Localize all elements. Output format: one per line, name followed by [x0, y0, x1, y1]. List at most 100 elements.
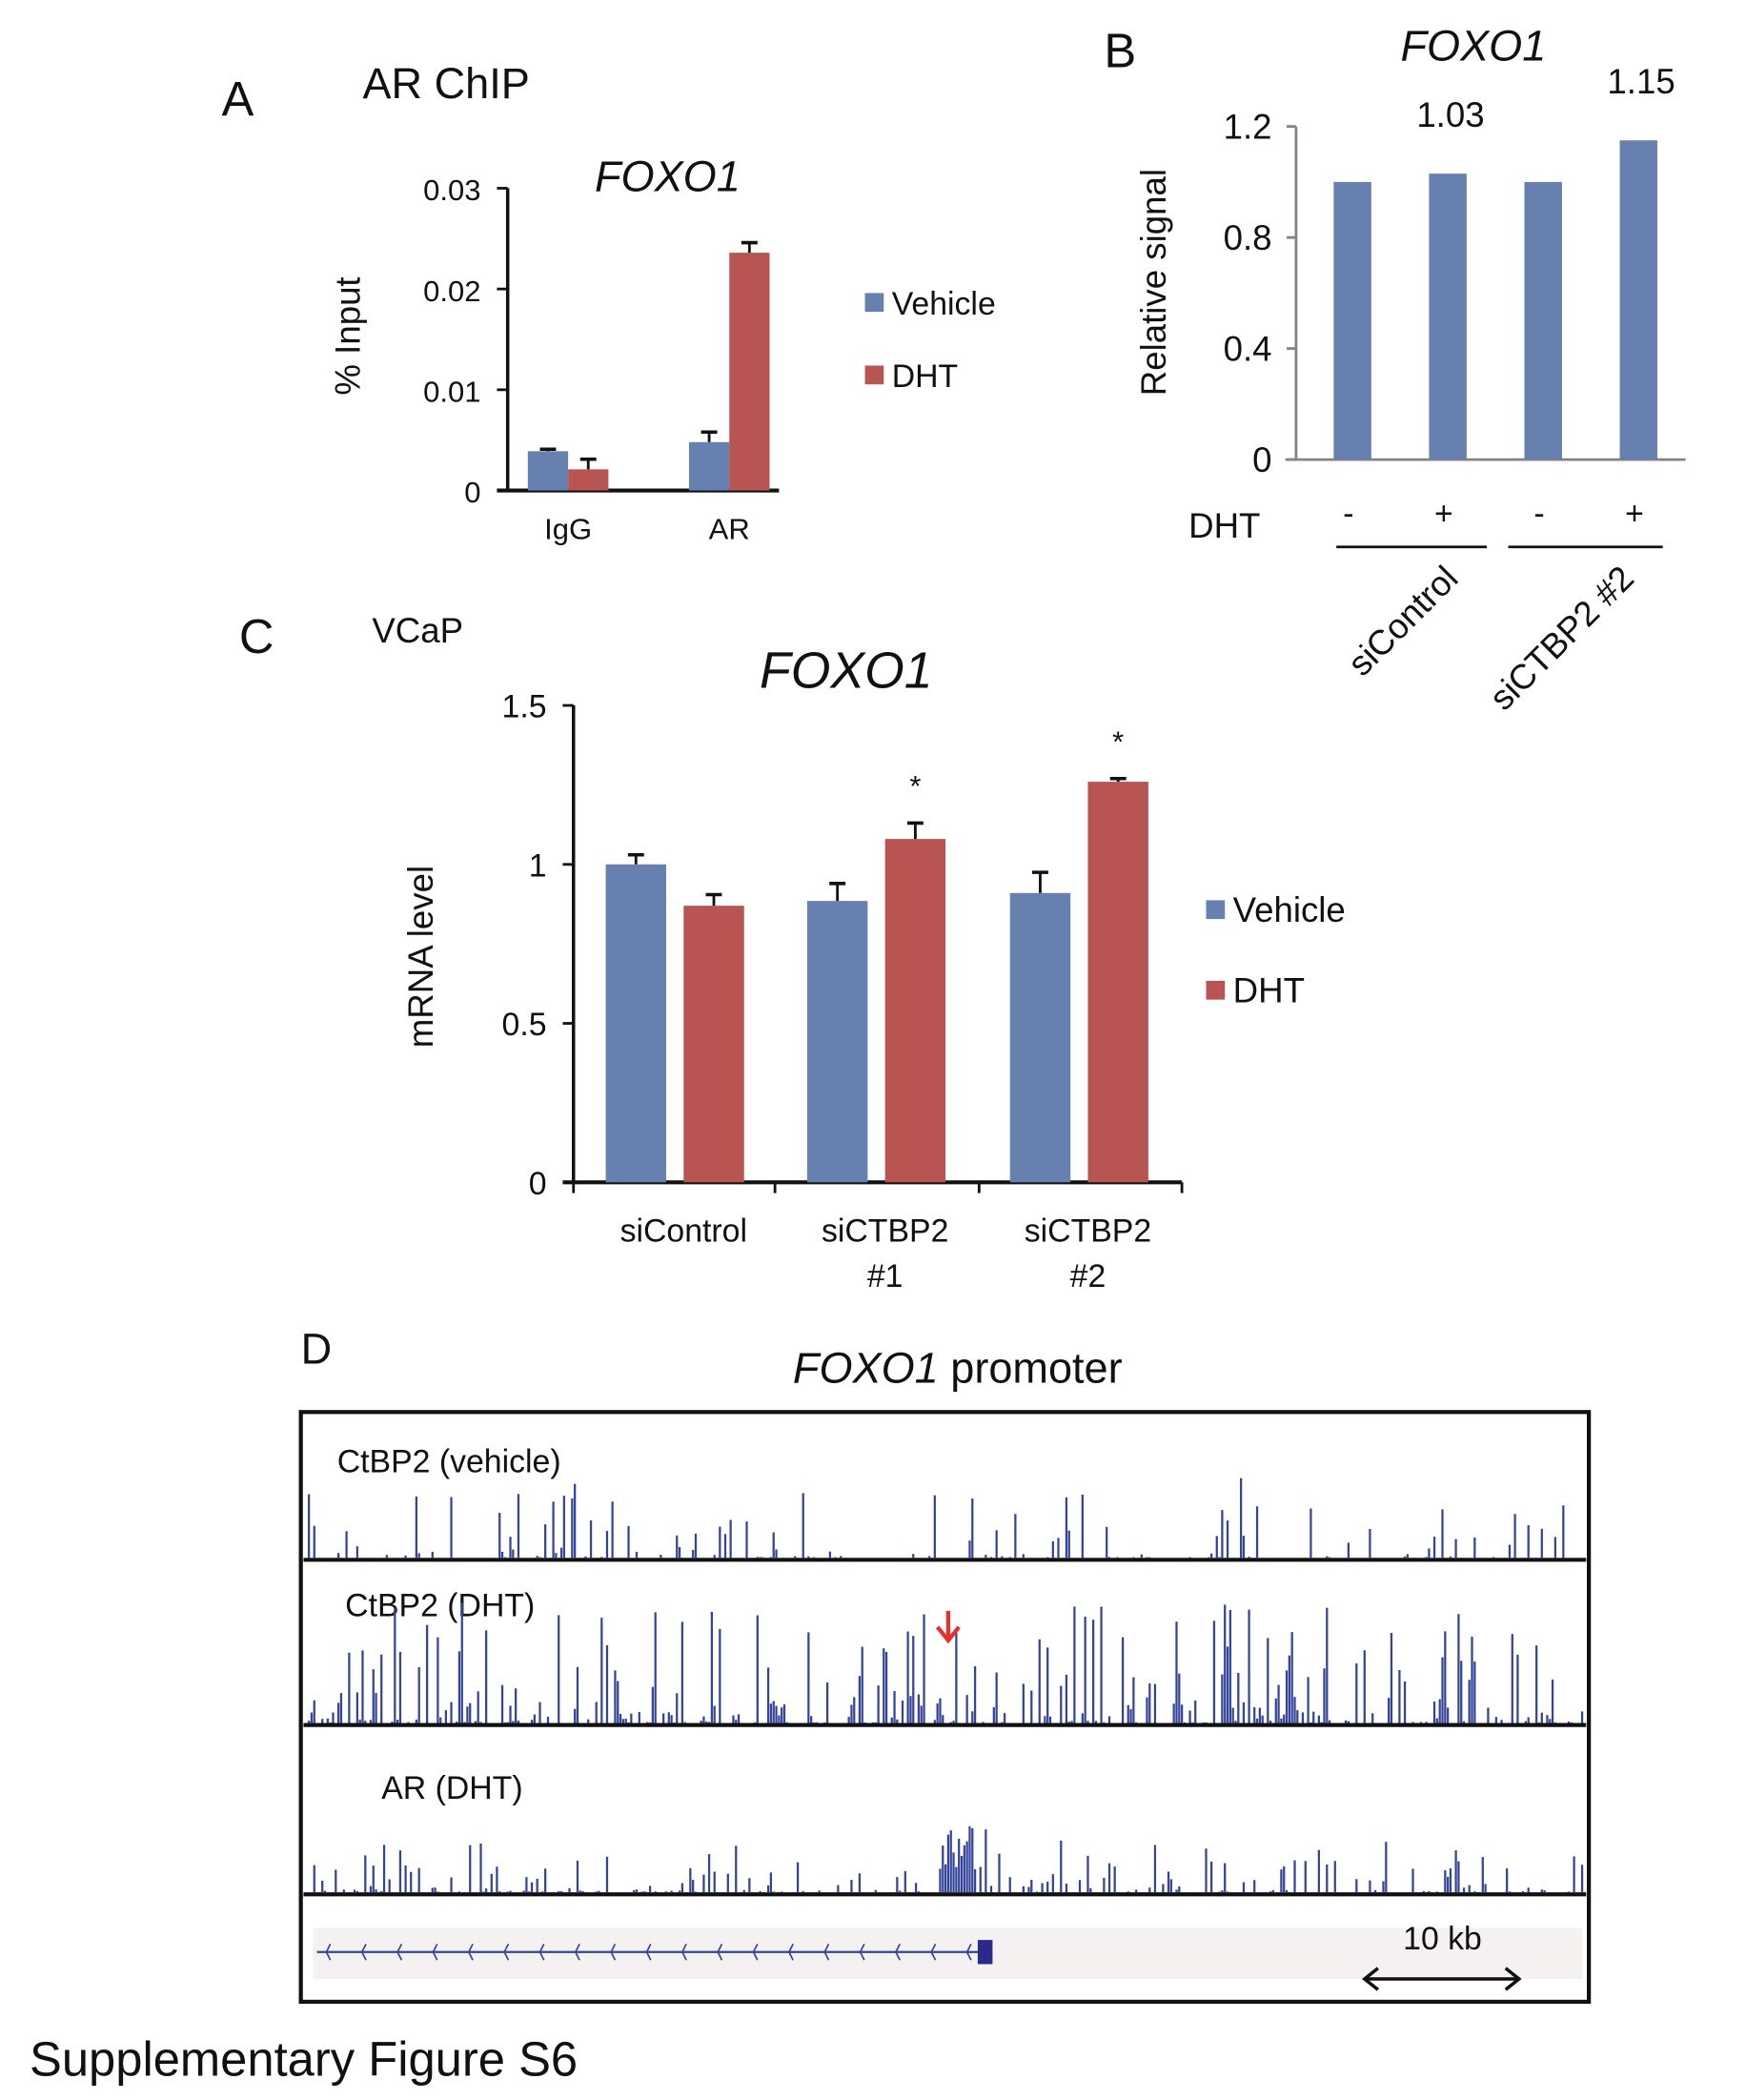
strand-chevron-icon — [752, 1943, 759, 1961]
strand-chevron-icon — [965, 1943, 972, 1961]
strand-chevron-icon — [432, 1943, 438, 1961]
legend-swatch-dht — [1206, 980, 1226, 1000]
x-category-label: #2 — [1070, 1258, 1106, 1295]
y-tick-label: 0.8 — [1224, 218, 1272, 257]
signal-track-2 — [307, 1602, 1584, 1723]
x-category-label: #1 — [867, 1258, 903, 1295]
bar-dht — [729, 253, 770, 491]
x-category-label: siCTBP2 — [822, 1213, 948, 1249]
panel-letter-d: D — [301, 1325, 333, 1374]
group-label: siControl — [1340, 559, 1465, 683]
data-label: 1.03 — [1416, 95, 1484, 134]
panel-d-title: FOXO1 promoter — [793, 1343, 1123, 1392]
dht-sign: - — [1343, 496, 1353, 532]
panel-d-title-gene: FOXO1 — [793, 1343, 939, 1392]
red-arrow-icon — [935, 1610, 961, 1644]
legend-swatch-vehicle — [864, 293, 884, 313]
y-tick-label: 1.2 — [1224, 107, 1272, 146]
y-tick-label: 0.01 — [423, 376, 480, 409]
panel-c-plot: 0 0.5 1 1.5 Vehicle * * DHT siControl siCTBP2 #1 si… — [502, 689, 1346, 1295]
bar — [1619, 140, 1657, 460]
significance-marker: * — [1112, 725, 1124, 759]
strand-chevron-icon — [325, 1943, 332, 1961]
x-category-label: siControl — [620, 1213, 747, 1249]
signal-track-1 — [307, 1478, 1565, 1559]
panel-a-plot: 0 0.01 0.02 0.03 Vehicle DHT IgG AR — [423, 173, 996, 545]
double-arrow-icon — [1361, 1967, 1522, 1991]
signal-tracks — [303, 1478, 1587, 1897]
bar — [1524, 181, 1562, 460]
strand-chevron-icon — [680, 1943, 687, 1961]
strand-chevron-icon — [645, 1943, 652, 1961]
panel-letter-c: C — [239, 609, 274, 663]
track-label-ctbp2-dht: CtBP2 (DHT) — [345, 1587, 535, 1623]
group-label: siCTBP2 #2 — [1482, 559, 1641, 718]
y-tick-label: 0 — [529, 1166, 547, 1202]
bar-vehicle — [605, 864, 666, 1183]
bar-vehicle — [688, 441, 730, 491]
bar-vehicle — [1009, 892, 1071, 1183]
track-label-ar-dht: AR (DHT) — [381, 1770, 522, 1806]
y-tick-label: 0.03 — [423, 173, 480, 207]
bar-vehicle — [527, 451, 569, 491]
panel-c-ylabel: mRNA level — [401, 866, 440, 1048]
significance-marker: * — [909, 769, 921, 803]
panel-b-title: FOXO1 — [1401, 22, 1547, 71]
x-category-label: AR — [709, 512, 750, 545]
legend-swatch-dht — [864, 365, 884, 385]
panel-c: C VCaP FOXO1 mRNA level 0 0.5 1 1.5 Vehicle *… — [239, 609, 1346, 1295]
panel-a-ylabel: % Input — [329, 276, 368, 395]
panel-c-heading: VCaP — [372, 611, 463, 650]
legend-label-vehicle: Vehicle — [1233, 890, 1346, 929]
strand-chevron-icon — [717, 1943, 723, 1961]
panel-d: D FOXO1 promoter CtBP2 (vehicle) CtBP2 (… — [298, 1325, 1592, 2005]
track-label-ctbp2-vehicle: CtBP2 (vehicle) — [337, 1444, 561, 1480]
gene-track-background — [313, 1927, 1583, 1979]
strand-chevron-icon — [360, 1943, 367, 1961]
bar-dht — [1087, 782, 1148, 1183]
foxo1-gene-model — [316, 1940, 993, 1965]
y-tick-label: 0.4 — [1224, 329, 1272, 368]
signal-track-3 — [313, 1825, 1584, 1893]
scale-bar-label: 10 kb — [1403, 1921, 1482, 1957]
legend-label-dht: DHT — [1233, 970, 1305, 1009]
figure-caption: Supplementary Figure S6 — [30, 2031, 578, 2086]
panel-c-title: FOXO1 — [760, 643, 933, 700]
data-label: 1.15 — [1607, 62, 1675, 101]
strand-chevron-icon — [859, 1943, 865, 1961]
strand-chevron-icon — [538, 1943, 545, 1961]
strand-chevron-icon — [823, 1943, 830, 1961]
y-tick-label: 0 — [464, 476, 480, 509]
strand-chevron-icon — [787, 1943, 794, 1961]
x-category-label: IgG — [544, 512, 592, 545]
strand-chevron-icon — [467, 1943, 474, 1961]
legend-swatch-vehicle — [1206, 900, 1226, 920]
strand-chevron-icon — [396, 1943, 403, 1961]
dht-sign: + — [1625, 496, 1644, 532]
panel-b-ylabel: Relative signal — [1134, 169, 1173, 396]
bar-dht — [683, 906, 744, 1183]
legend-label-dht: DHT — [892, 358, 959, 395]
bar-vehicle — [806, 901, 868, 1183]
panel-b-plot: 0 0.4 0.8 1.2 - 1.03 + - 1.15 + siControl siCTBP2 #… — [1224, 62, 1686, 718]
bar — [1333, 181, 1371, 460]
y-tick-label: 1.5 — [502, 689, 547, 725]
y-tick-label: 0.5 — [502, 1007, 547, 1043]
bar-dht — [884, 839, 946, 1183]
strand-chevron-icon — [574, 1943, 580, 1961]
strand-chevron-icon — [930, 1943, 937, 1961]
panel-d-title-rest: promoter — [939, 1343, 1123, 1392]
panel-letter-b: B — [1104, 24, 1136, 78]
panel-a-heading: AR ChIP — [362, 59, 529, 108]
y-tick-label: 0.02 — [423, 275, 480, 308]
panel-a: A AR ChIP FOXO1 % Input 0 0.01 0.02 0.03 Veh… — [222, 59, 996, 545]
gene-exon — [977, 1940, 993, 1965]
y-tick-label: 0 — [1252, 440, 1271, 479]
strand-chevron-icon — [610, 1943, 617, 1961]
x-category-label: siCTBP2 — [1025, 1213, 1151, 1249]
panel-b-row-label: DHT — [1188, 506, 1260, 545]
dht-sign: - — [1533, 496, 1544, 532]
browser-frame — [298, 1410, 1592, 2005]
y-tick-label: 1 — [529, 847, 547, 884]
